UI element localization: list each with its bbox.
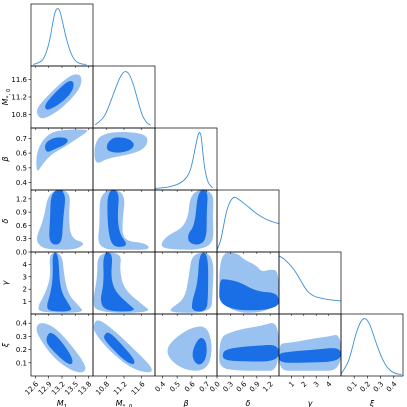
xtick-label-xi: 0.3 bbox=[372, 380, 386, 394]
ylabel-Ms0: M*, 0 bbox=[1, 88, 12, 105]
marginal-Ms0 bbox=[94, 71, 151, 126]
contour-inner-beta-xi bbox=[192, 338, 207, 365]
xtick-label-delta: 0.3 bbox=[222, 380, 236, 394]
xtick-label-beta: 0.6 bbox=[183, 380, 197, 394]
xlabel-Ms0: M*, 0 bbox=[116, 399, 133, 407]
xtick-label-M1: 12.9 bbox=[37, 380, 54, 397]
panel-0-0 bbox=[30, 3, 94, 67]
contour-beta-xi bbox=[167, 326, 212, 371]
xlabel-M1: M1 bbox=[57, 399, 67, 407]
panel-5-5 bbox=[340, 313, 404, 377]
ytick-label-Ms0: 11.6 bbox=[11, 76, 27, 84]
marginal-beta bbox=[155, 131, 213, 189]
marginal-gamma bbox=[279, 255, 341, 302]
ytick-label-gamma: 3 bbox=[23, 273, 27, 281]
contour-inner-beta-delta bbox=[188, 190, 208, 245]
xtick-label-M1: 12.6 bbox=[24, 380, 41, 397]
xtick-label-Ms0: 10.8 bbox=[94, 380, 111, 397]
ytick-label-xi: 0.4 bbox=[16, 320, 28, 328]
contour-M1-delta bbox=[37, 190, 84, 250]
contour-inner-Ms0-xi bbox=[104, 332, 135, 365]
xtick-label-delta: 0.6 bbox=[235, 380, 249, 394]
ytick-label-Ms0: 10.8 bbox=[11, 111, 27, 119]
contour-inner-Ms0-beta bbox=[106, 137, 134, 153]
contour-delta-gamma bbox=[219, 252, 279, 313]
ytick-label-delta: 0.3 bbox=[16, 235, 27, 243]
panel-4-4 bbox=[278, 251, 342, 315]
contour-outer-M1-beta bbox=[36, 129, 88, 171]
xtick-label-gamma: 4 bbox=[325, 380, 334, 389]
ytick-label-delta: 0.6 bbox=[16, 222, 28, 230]
xtick-label-gamma: 3 bbox=[312, 380, 321, 389]
contour-inner-Ms0-gamma bbox=[100, 252, 134, 312]
ytick-label-beta: 0.5 bbox=[16, 164, 27, 172]
ytick-label-Ms0: 11.2 bbox=[11, 94, 27, 102]
contour-inner-delta-gamma bbox=[219, 279, 279, 311]
contour-inner-delta-xi bbox=[222, 344, 279, 362]
contour-inner-M1-beta bbox=[45, 137, 68, 152]
contour-inner-gamma-xi bbox=[279, 348, 341, 363]
contour-Ms0-xi bbox=[93, 320, 152, 373]
xtick-label-delta: 1.2 bbox=[261, 380, 275, 394]
ytick-label-gamma: 4 bbox=[23, 261, 28, 269]
xlabel-delta: δ bbox=[246, 399, 251, 407]
contour-beta-gamma bbox=[170, 252, 214, 313]
xtick-label-Ms0: 11.6 bbox=[130, 380, 147, 397]
ytick-label-xi: 0.1 bbox=[16, 359, 27, 367]
contour-M1-gamma bbox=[38, 252, 83, 313]
ytick-label-xi: 0.2 bbox=[16, 346, 27, 354]
ylabel-xi: ξ bbox=[1, 342, 10, 348]
xtick-label-beta: 0.4 bbox=[154, 380, 168, 394]
xtick-label-gamma: 2 bbox=[300, 380, 309, 389]
contour-M1-xi bbox=[36, 323, 86, 373]
ytick-label-gamma: 1 bbox=[23, 298, 27, 306]
xtick-label-M1: 13.8 bbox=[77, 380, 94, 397]
contour-gamma-xi bbox=[279, 335, 341, 371]
marginal-xi bbox=[341, 318, 402, 375]
marginal-delta bbox=[217, 196, 279, 251]
ytick-label-delta: 1.2 bbox=[16, 195, 27, 203]
ylabel-gamma: γ bbox=[1, 279, 10, 285]
ytick-label-xi: 0.3 bbox=[16, 333, 27, 341]
marginal-M1 bbox=[33, 8, 87, 65]
xtick-label-Ms0: 11.2 bbox=[112, 380, 129, 397]
contour-inner-M1-delta bbox=[49, 190, 65, 245]
ylabel-beta: β bbox=[1, 156, 10, 162]
xtick-label-M1: 13.5 bbox=[63, 380, 80, 397]
xlabel-xi: ξ bbox=[369, 399, 375, 407]
ytick-label-beta: 0.4 bbox=[16, 179, 28, 187]
contour-inner-M1-gamma bbox=[47, 252, 72, 312]
xtick-label-delta: 0.0 bbox=[208, 380, 222, 394]
ytick-label-delta: 0.9 bbox=[16, 209, 27, 217]
ytick-label-delta: 0.0 bbox=[16, 249, 27, 257]
contour-inner-M1-Ms0 bbox=[45, 81, 74, 110]
ytick-label-gamma: 2 bbox=[23, 286, 27, 294]
contour-Ms0-delta bbox=[98, 190, 149, 250]
xtick-label-beta: 0.5 bbox=[168, 380, 182, 394]
xtick-label-xi: 0.1 bbox=[345, 380, 359, 394]
ytick-label-beta: 0.7 bbox=[16, 135, 27, 143]
contour-Ms0-beta bbox=[94, 131, 148, 163]
xtick-label-gamma: 1 bbox=[287, 380, 296, 389]
xtick-label-M1: 13.2 bbox=[50, 380, 67, 397]
contour-M1-Ms0 bbox=[36, 74, 82, 119]
xtick-label-delta: 0.9 bbox=[248, 380, 262, 394]
contour-inner-beta-gamma bbox=[191, 252, 209, 312]
xlabel-beta: β bbox=[182, 399, 188, 407]
contour-Ms0-gamma bbox=[93, 252, 149, 313]
contour-inner-Ms0-delta bbox=[107, 190, 126, 247]
xtick-label-xi: 0.2 bbox=[359, 380, 373, 394]
contour-M1-beta bbox=[36, 129, 88, 171]
contour-inner-M1-xi bbox=[46, 332, 73, 365]
xtick-label-xi: 0.4 bbox=[385, 380, 399, 394]
ylabel-delta: δ bbox=[1, 218, 10, 223]
contour-delta-xi bbox=[219, 322, 279, 371]
xlabel-gamma: γ bbox=[308, 399, 314, 407]
contour-beta-delta bbox=[161, 190, 214, 250]
ytick-label-beta: 0.6 bbox=[16, 150, 28, 158]
